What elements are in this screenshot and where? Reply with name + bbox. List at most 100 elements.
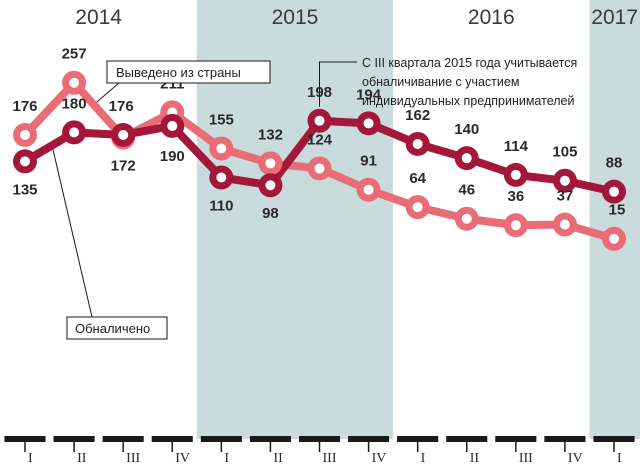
- value-label-cashed: 98: [262, 205, 279, 222]
- year-label-2014: 2014: [75, 6, 122, 29]
- quarter-label: IV: [568, 451, 583, 465]
- note-line-1: С III квартала 2015 года учитывается: [362, 56, 577, 70]
- axis-tick: [220, 442, 223, 452]
- year-label-2015: 2015: [272, 6, 319, 29]
- data-point-cashed: [258, 173, 283, 198]
- leader-cashed: [51, 145, 93, 318]
- axis-tick: [73, 442, 75, 452]
- legend-cashed-box: [66, 316, 168, 340]
- axis-tick: [613, 442, 615, 452]
- quarter-label: III: [519, 451, 533, 465]
- axis-segment: [495, 436, 537, 442]
- data-point-cashed: [454, 146, 479, 171]
- data-point-exported: [356, 177, 381, 202]
- value-label-exported: 15: [609, 202, 626, 219]
- value-label-cashed: 88: [606, 155, 623, 172]
- axis-tick: [515, 442, 517, 452]
- value-label-cashed: 114: [504, 138, 529, 155]
- data-point-cashed: [160, 113, 185, 138]
- legend-cashed: Обналичено: [66, 316, 168, 340]
- quarter-label: III: [126, 451, 140, 465]
- axis-tick: [171, 442, 173, 452]
- value-label-cashed: 110: [209, 197, 233, 214]
- value-label-cashed: 105: [552, 144, 577, 161]
- axis-segment: [446, 436, 488, 442]
- year-band-2017: [589, 0, 640, 439]
- axis-tick: [318, 442, 321, 452]
- axis-tick: [367, 442, 370, 452]
- value-label-exported: 176: [12, 98, 37, 115]
- data-point-exported: [552, 212, 577, 237]
- value-label-cashed: 190: [160, 148, 185, 165]
- methodology-note: С III квартала 2015 года учитывается обн…: [362, 56, 577, 108]
- year-label-2016: 2016: [468, 6, 515, 29]
- axis-segment: [298, 436, 341, 442]
- data-point-exported: [62, 70, 87, 95]
- data-point-exported: [307, 156, 332, 181]
- axis-segment: [4, 436, 46, 442]
- axis-segment: [397, 436, 439, 442]
- data-point-exported: [405, 195, 430, 220]
- value-label-cashed: 140: [454, 121, 479, 138]
- data-point-cashed: [62, 120, 87, 145]
- legend-exported-box: [106, 60, 271, 84]
- data-point-cashed: [552, 168, 577, 193]
- quarter-label: IV: [372, 451, 387, 465]
- axis-segment: [348, 436, 390, 442]
- note-line-3: индивидуальных предпринимателей: [362, 94, 574, 108]
- data-point-exported: [602, 226, 626, 251]
- value-label-exported: 64: [409, 170, 426, 187]
- data-point-cashed: [111, 122, 136, 147]
- value-label-exported: 257: [62, 46, 87, 63]
- data-point-exported: [503, 213, 528, 238]
- axis-tick: [269, 442, 272, 452]
- legend-cashed-label: Обналичено: [75, 321, 150, 336]
- axis-segment: [249, 436, 291, 442]
- note-line-2: обналичивание с участием: [362, 75, 519, 89]
- data-point-cashed: [307, 108, 332, 133]
- quarter-label: III: [323, 451, 337, 465]
- value-label-cashed: 180: [62, 95, 87, 112]
- value-label-exported: 172: [111, 158, 136, 175]
- axis-tick: [564, 442, 566, 452]
- value-label-cashed: 162: [405, 107, 430, 124]
- data-point-cashed: [356, 111, 381, 136]
- callout-leaders: [51, 61, 357, 318]
- data-point-cashed: [209, 165, 234, 190]
- axis-tick: [122, 442, 124, 452]
- value-label-exported: 46: [458, 182, 475, 199]
- axis-segment: [200, 436, 242, 442]
- year-label-2017: 2017: [591, 6, 638, 29]
- axis-segment: [53, 436, 95, 442]
- value-label-exported: 124: [307, 131, 333, 148]
- data-point-cashed: [503, 162, 528, 187]
- data-point-exported: [454, 206, 479, 231]
- quarter-label: I: [224, 451, 229, 465]
- series-markers: [13, 70, 626, 251]
- axis-segment: [102, 436, 144, 442]
- value-label-cashed: 176: [109, 98, 134, 115]
- axis-tick: [416, 442, 419, 452]
- year-labels: 2014 2015 2016 2017: [75, 6, 638, 29]
- quarter-axis: I II III IV I II III IV I II III IV I: [4, 436, 635, 465]
- value-label-exported: 155: [209, 111, 234, 128]
- quarter-label: IV: [175, 451, 190, 465]
- data-point-cashed: [405, 131, 430, 156]
- value-label-cashed: 198: [307, 84, 332, 101]
- leader-note: [319, 61, 357, 107]
- quarter-label: II: [470, 451, 480, 465]
- legend-exported-label: Выведено из страны: [116, 65, 241, 80]
- data-point-exported: [258, 151, 283, 176]
- axis-segment: [544, 436, 586, 442]
- quarter-label: I: [421, 451, 426, 465]
- quarter-label: I: [617, 451, 622, 465]
- quarter-label: II: [273, 451, 283, 465]
- data-point-cashed: [13, 149, 37, 174]
- data-point-cashed: [602, 179, 626, 204]
- data-point-exported: [209, 136, 234, 161]
- leader-exported: [93, 82, 120, 106]
- value-label-cashed: 135: [12, 181, 37, 198]
- axis-tick: [24, 442, 26, 452]
- quarter-label: I: [28, 451, 33, 465]
